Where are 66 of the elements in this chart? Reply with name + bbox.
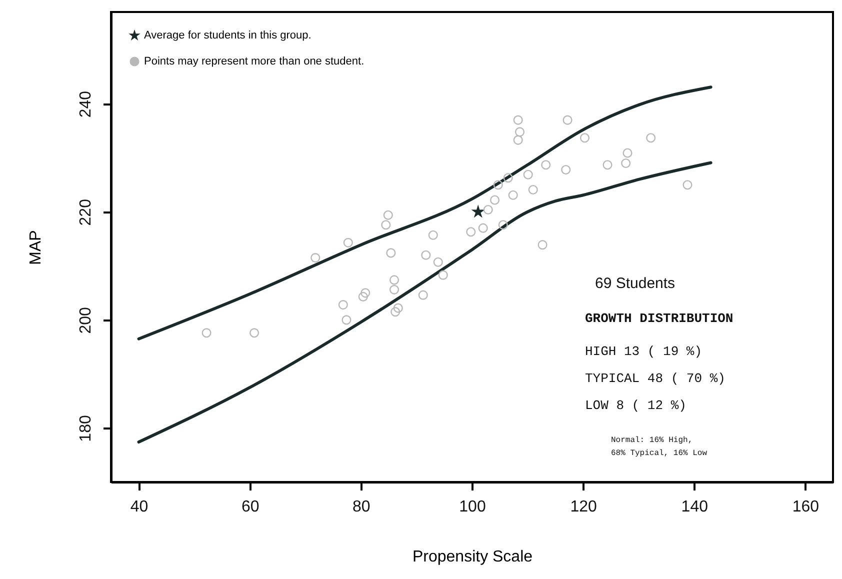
annotation: LOW 8 ( 12 %) bbox=[585, 398, 686, 413]
point bbox=[390, 307, 400, 317]
x-axis-title: Propensity Scale bbox=[412, 548, 533, 566]
point bbox=[342, 315, 352, 325]
point bbox=[310, 253, 320, 263]
x-tick-label: 40 bbox=[130, 498, 148, 516]
legend-label: Points may represent more than one student. bbox=[144, 56, 364, 68]
point bbox=[513, 135, 523, 145]
y-tick-label: 240 bbox=[78, 90, 94, 118]
x-tick-label: 100 bbox=[459, 498, 486, 516]
point bbox=[646, 133, 656, 143]
annotation: TYPICAL 48 ( 70 %) bbox=[585, 371, 726, 386]
point bbox=[358, 292, 368, 302]
point bbox=[523, 170, 533, 180]
legend-label: Average for students in this group. bbox=[144, 30, 312, 42]
point bbox=[433, 257, 443, 267]
x-tick-label: 160 bbox=[792, 498, 820, 516]
point bbox=[682, 180, 692, 190]
point bbox=[466, 227, 476, 237]
point bbox=[202, 328, 212, 338]
point bbox=[602, 160, 612, 170]
point bbox=[438, 270, 448, 280]
point bbox=[538, 240, 548, 250]
point bbox=[622, 148, 632, 158]
y-tick-label: 180 bbox=[78, 415, 94, 442]
point bbox=[490, 195, 500, 205]
point bbox=[383, 210, 393, 220]
annotation: HIGH 13 ( 19 %) bbox=[585, 344, 702, 359]
point bbox=[528, 184, 538, 195]
y-axis-title: MAP bbox=[28, 230, 44, 265]
point bbox=[360, 288, 370, 298]
point bbox=[513, 115, 523, 125]
x-tick-label: 80 bbox=[352, 498, 370, 516]
point bbox=[418, 290, 428, 300]
point bbox=[514, 127, 525, 137]
point bbox=[493, 180, 503, 190]
point bbox=[338, 300, 348, 310]
point bbox=[386, 248, 396, 258]
y-tick-label: 220 bbox=[78, 198, 94, 226]
point bbox=[421, 250, 431, 260]
x-tick-label: 140 bbox=[681, 498, 708, 516]
point bbox=[389, 275, 400, 285]
point bbox=[541, 160, 551, 170]
point bbox=[428, 230, 438, 240]
point bbox=[478, 223, 488, 233]
point bbox=[503, 173, 513, 183]
point bbox=[498, 220, 508, 230]
point bbox=[621, 158, 631, 168]
point bbox=[389, 284, 400, 294]
point bbox=[508, 190, 518, 200]
annotation: 68% Typical, 16% Low bbox=[611, 449, 708, 458]
x-tick-label: 120 bbox=[570, 498, 598, 516]
point bbox=[472, 206, 484, 217]
point bbox=[393, 303, 403, 313]
point bbox=[381, 220, 391, 230]
annotation: 69 Students bbox=[595, 275, 676, 292]
point bbox=[580, 133, 590, 143]
annotation: GROWTH DISTRIBUTION bbox=[585, 311, 734, 326]
point bbox=[562, 115, 572, 125]
y-tick-label: 200 bbox=[78, 306, 94, 334]
point bbox=[250, 328, 260, 338]
x-tick-label: 60 bbox=[241, 498, 260, 516]
annotation: Normal: 16% High, bbox=[611, 436, 693, 445]
point bbox=[561, 164, 571, 175]
point bbox=[483, 204, 493, 214]
point bbox=[343, 238, 353, 248]
